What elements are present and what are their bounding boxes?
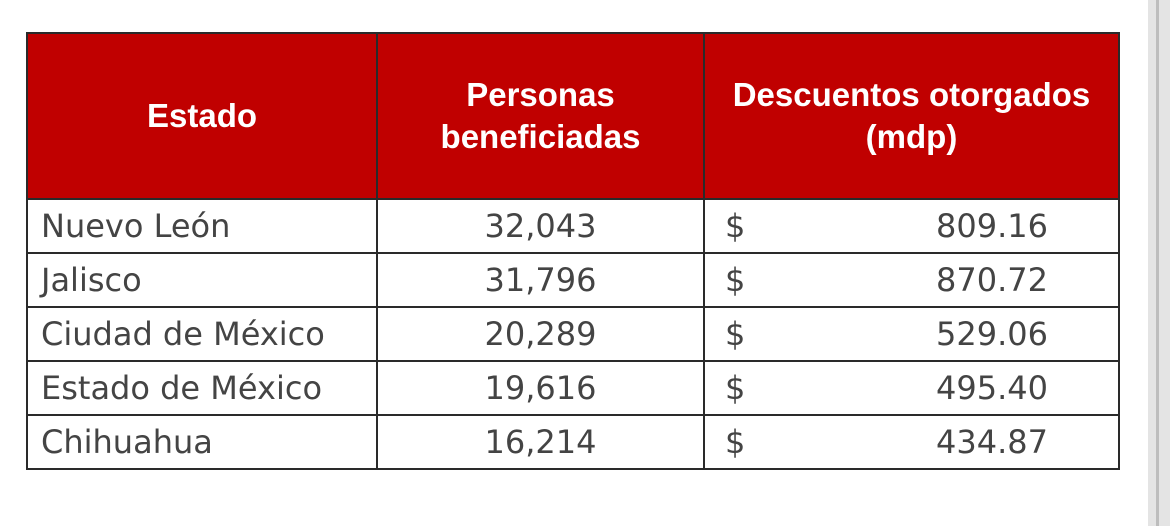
people-cell: 19,616 [376,360,705,416]
currency-symbol: $ [725,261,746,299]
table-row: Nuevo León 32,043 $ 809.16 [26,198,1120,254]
discount-cell: $ 809.16 [703,198,1120,254]
table-row: Jalisco 31,796 $ 870.72 [26,252,1120,308]
currency-symbol: $ [725,369,746,407]
table-row: Ciudad de México 20,289 $ 529.06 [26,306,1120,362]
discount-cell: $ 529.06 [703,306,1120,362]
discount-value: 870.72 [936,261,1048,299]
discount-cell: $ 434.87 [703,414,1120,470]
people-cell: 31,796 [376,252,705,308]
people-cell: 16,214 [376,414,705,470]
state-cell: Nuevo León [26,198,378,254]
discount-cell: $ 495.40 [703,360,1120,416]
state-cell: Chihuahua [26,414,378,470]
discount-value: 495.40 [936,369,1048,407]
table-row: Chihuahua 16,214 $ 434.87 [26,414,1120,470]
discount-cell: $ 870.72 [703,252,1120,308]
side-scroll-strip [1148,0,1170,526]
discount-value: 529.06 [936,315,1048,353]
people-cell: 20,289 [376,306,705,362]
discount-value: 434.87 [936,423,1048,461]
state-cell: Jalisco [26,252,378,308]
side-scroll-line [1156,0,1159,526]
discount-value: 809.16 [936,207,1048,245]
currency-symbol: $ [725,315,746,353]
header-row: Estado Personas beneficiadas Descuentos … [26,32,1120,200]
table-row: Estado de México 19,616 $ 495.40 [26,360,1120,416]
currency-symbol: $ [725,207,746,245]
beneficiaries-table: Estado Personas beneficiadas Descuentos … [26,32,1120,470]
state-cell: Estado de México [26,360,378,416]
state-cell: Ciudad de México [26,306,378,362]
header-personas-beneficiadas: Personas beneficiadas [376,32,705,200]
header-descuentos-otorgados: Descuentos otorgados (mdp) [703,32,1120,200]
header-estado: Estado [26,32,378,200]
currency-symbol: $ [725,423,746,461]
people-cell: 32,043 [376,198,705,254]
